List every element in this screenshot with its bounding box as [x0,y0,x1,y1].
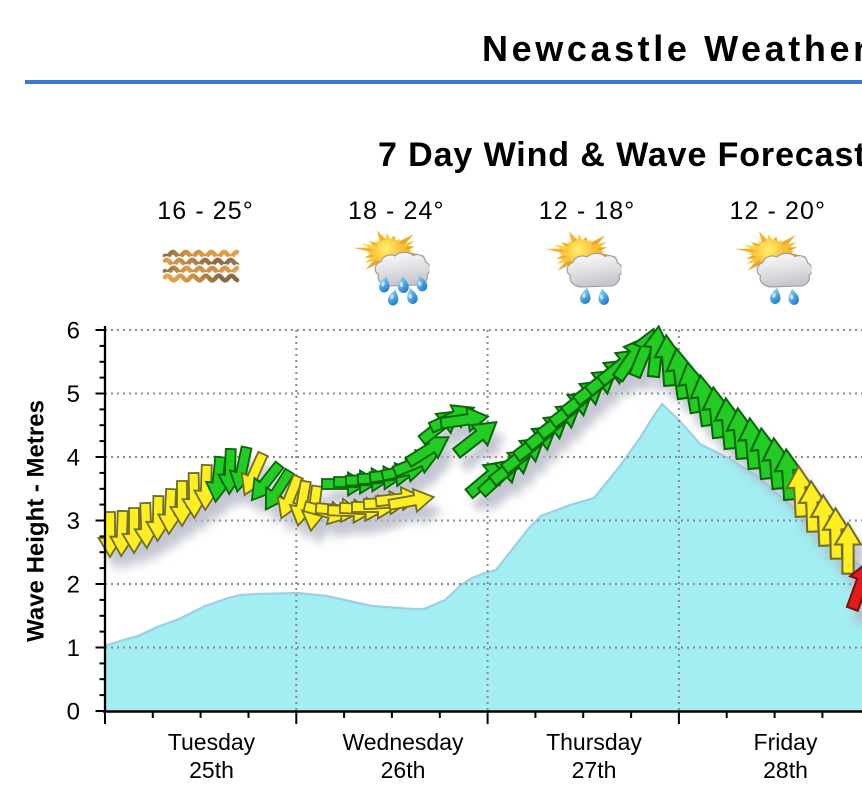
svg-text:4: 4 [67,445,80,472]
svg-text:Tuesday: Tuesday [168,729,256,755]
svg-text:6: 6 [67,318,80,345]
svg-text:1: 1 [67,635,80,662]
svg-text:Thursday: Thursday [546,729,642,755]
svg-text:Wave Height - Metres: Wave Height - Metres [23,400,50,642]
svg-text:28th: 28th [763,757,808,783]
svg-text:2: 2 [67,572,80,599]
svg-text:0: 0 [67,699,80,726]
svg-text:26th: 26th [381,757,426,783]
svg-text:3: 3 [67,508,80,535]
svg-text:Wednesday: Wednesday [342,729,464,755]
svg-text:5: 5 [67,381,80,408]
svg-text:27th: 27th [572,757,617,783]
svg-text:25th: 25th [189,757,234,783]
svg-text:Friday: Friday [754,729,818,755]
